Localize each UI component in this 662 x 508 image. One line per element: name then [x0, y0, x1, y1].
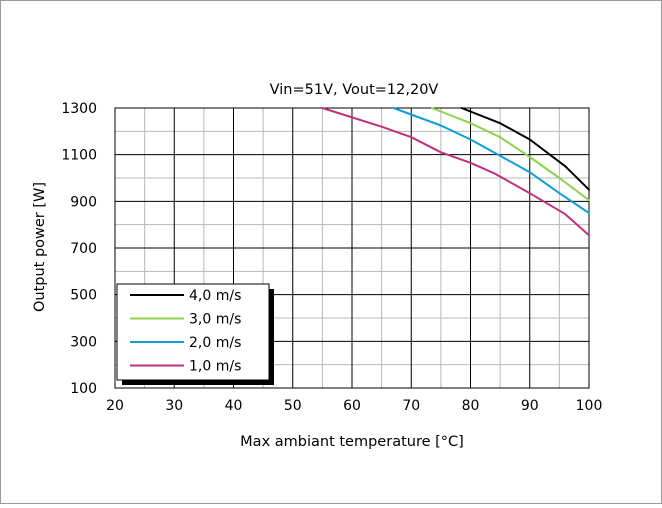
- y-axis-label: Output power [W]: [32, 182, 48, 312]
- x-tick-label: 70: [402, 398, 420, 414]
- series-line: [460, 107, 590, 191]
- y-tick-label: 300: [70, 334, 97, 350]
- x-tick-label: 100: [576, 398, 603, 414]
- series-line: [392, 107, 590, 214]
- y-tick-label: 1300: [61, 101, 97, 117]
- legend-label: 3,0 m/s: [189, 312, 241, 328]
- x-tick-label: 60: [343, 398, 361, 414]
- x-tick-label: 50: [284, 398, 302, 414]
- legend-items: 4,0 m/s 3,0 m/s 2,0 m/s 1,0 m/s: [130, 288, 241, 375]
- series-line: [431, 107, 590, 202]
- plot-area-border: [114, 107, 590, 389]
- x-tick-label: 80: [462, 398, 480, 414]
- x-tick-label: 40: [225, 398, 243, 414]
- series-lines: [321, 107, 590, 237]
- y-tick-label: 700: [70, 241, 97, 257]
- y-tick-label: 500: [70, 288, 97, 304]
- major-gridlines: [115, 108, 589, 388]
- legend-label: 2,0 m/s: [189, 335, 241, 351]
- y-axis-ticks: 100 300 500 700 900 1100 1300: [61, 101, 97, 397]
- y-tick-label: 1100: [61, 148, 97, 164]
- legend: 4,0 m/s 3,0 m/s 2,0 m/s 1,0 m/s: [116, 283, 274, 385]
- legend-label: 1,0 m/s: [189, 359, 241, 375]
- legend-label: 4,0 m/s: [189, 288, 241, 304]
- legend-box: [116, 283, 270, 381]
- x-axis-ticks: 20 30 40 50 60 70 80 90 100: [106, 398, 602, 414]
- chart-title: Vin=51V, Vout=12,20V: [270, 82, 439, 98]
- x-tick-label: 20: [106, 398, 124, 414]
- x-tick-label: 30: [165, 398, 183, 414]
- x-tick-label: 90: [521, 398, 539, 414]
- y-tick-label: 900: [70, 194, 97, 210]
- x-axis-label: Max ambiant temperature [°C]: [240, 434, 464, 450]
- y-tick-label: 100: [70, 381, 97, 397]
- series-line: [321, 107, 590, 237]
